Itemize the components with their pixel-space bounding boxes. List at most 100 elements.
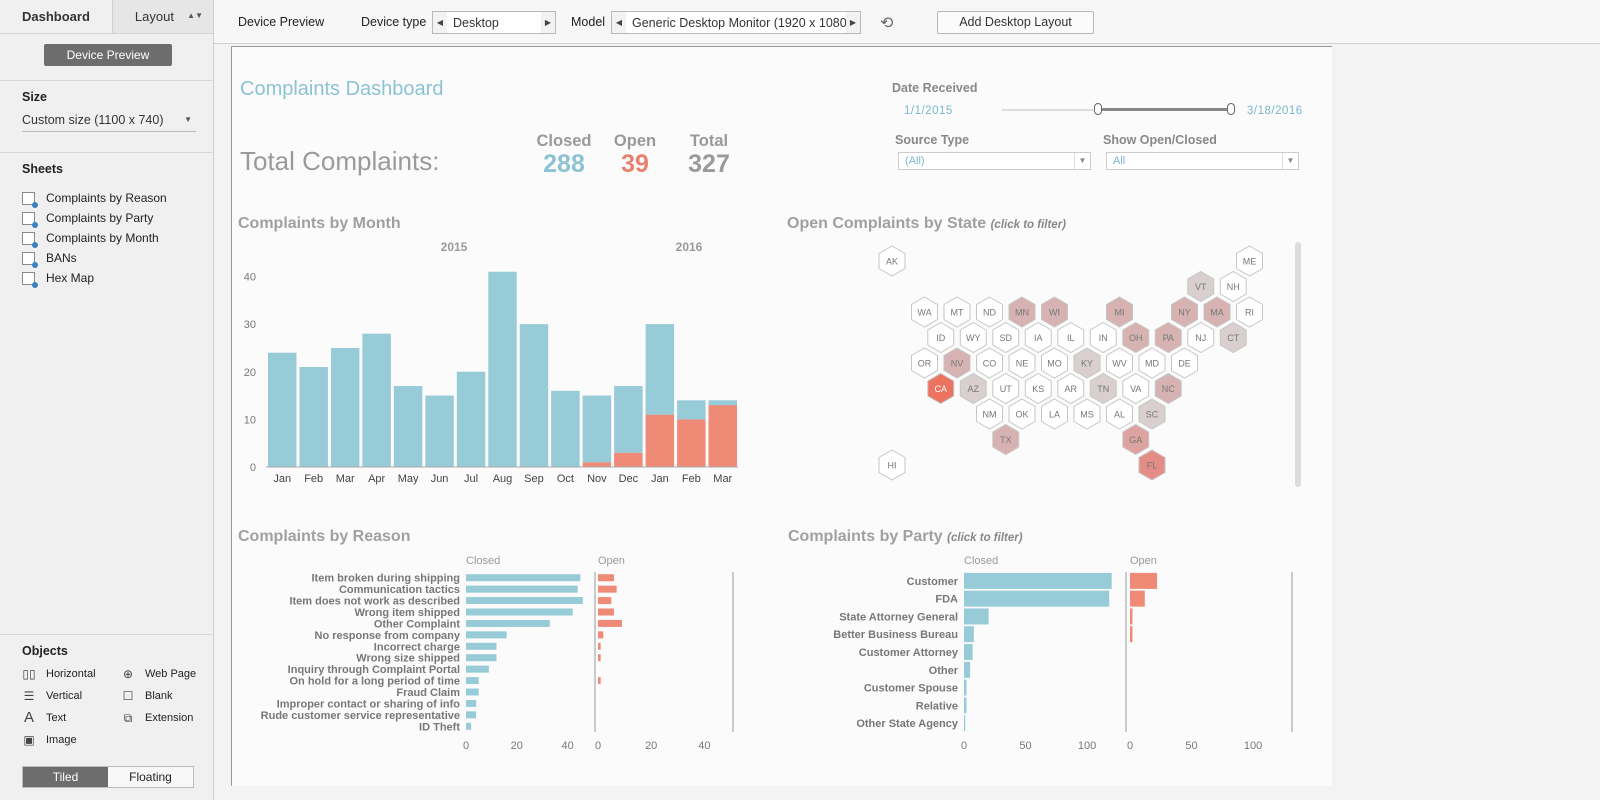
object-image[interactable]: ▣ Image bbox=[22, 734, 77, 746]
object-label: Text bbox=[46, 712, 67, 724]
category-label: Customer Spouse bbox=[864, 683, 958, 695]
date-slider-end-handle[interactable] bbox=[1227, 103, 1235, 115]
sheet-item-complaints-by-reason[interactable]: Complaints by Reason bbox=[22, 189, 167, 208]
bar-open bbox=[677, 419, 706, 467]
sheet-label: Hex Map bbox=[46, 271, 95, 285]
reason-chart-title: Complaints by Reason bbox=[238, 528, 411, 545]
object-text[interactable]: A Text bbox=[22, 709, 67, 726]
state-hex-ok bbox=[1008, 398, 1036, 430]
objects-title: Objects bbox=[22, 644, 68, 658]
bar-closed bbox=[362, 333, 391, 467]
state-label: AL bbox=[1114, 410, 1125, 420]
bar-closed bbox=[964, 590, 1110, 607]
category-label: Wrong item shipped bbox=[354, 607, 460, 619]
model-spinner[interactable]: ◀ Generic Desktop Monitor (1920 x 1080 ▶ bbox=[611, 11, 861, 34]
month-chart-title: Complaints by Month bbox=[238, 215, 401, 232]
bar-closed bbox=[456, 371, 486, 467]
x-tick-label: 20 bbox=[511, 740, 523, 752]
object-vertical[interactable]: ☰ Vertical bbox=[22, 690, 82, 702]
date-slider-start-handle[interactable] bbox=[1094, 103, 1102, 115]
arrow-left-icon[interactable]: ◀ bbox=[433, 12, 447, 33]
tiled-button[interactable]: Tiled bbox=[23, 767, 108, 787]
state-hex-il bbox=[1057, 321, 1085, 354]
sheet-item-bans[interactable]: BANs bbox=[22, 249, 77, 268]
object-web-page[interactable]: ⊕ Web Page bbox=[121, 668, 196, 680]
state-label: LA bbox=[1049, 410, 1060, 420]
object-label: Image bbox=[46, 734, 77, 746]
state-label: WV bbox=[1112, 359, 1127, 369]
party-chart-title: Complaints by Party (click to filter) bbox=[788, 528, 1023, 546]
sheet-label: Complaints by Reason bbox=[46, 191, 167, 205]
hexmap-title: Open Complaints by State (click to filte… bbox=[787, 215, 1066, 233]
sheets-title: Sheets bbox=[22, 162, 63, 176]
year-label: 2016 bbox=[676, 240, 703, 254]
complaints-by-party-chart: Closed Open Customer FDA State Attorney Gene… bbox=[833, 555, 1293, 752]
arrow-right-icon[interactable]: ▶ bbox=[846, 12, 860, 33]
bar-closed bbox=[964, 608, 989, 625]
object-blank[interactable]: ☐ Blank bbox=[121, 690, 173, 702]
hexmap-scrollbar[interactable] bbox=[1295, 242, 1301, 487]
model-label: Model bbox=[571, 15, 606, 29]
object-horizontal[interactable]: ▯▯ Horizontal bbox=[22, 667, 95, 681]
state-label: VT bbox=[1195, 282, 1207, 292]
bar-closed bbox=[964, 697, 967, 714]
device-type-spinner[interactable]: ◀ Desktop ▶ bbox=[432, 11, 556, 34]
x-tick-label: May bbox=[398, 473, 419, 485]
source-type-dropdown[interactable]: (All) ▼ bbox=[898, 152, 1091, 170]
state-hex-mn bbox=[1008, 296, 1036, 328]
state-hex-mo bbox=[1041, 347, 1068, 379]
object-label: Extension bbox=[145, 712, 194, 724]
arrow-left-icon[interactable]: ◀ bbox=[612, 12, 626, 33]
state-hex-ut bbox=[992, 372, 1020, 405]
x-tick-label: Jan bbox=[273, 473, 291, 485]
x-tick-label: 100 bbox=[1078, 740, 1096, 752]
category-label: Relative bbox=[916, 700, 958, 712]
state-hex-nm bbox=[976, 398, 1003, 430]
state-hex-ga bbox=[1122, 423, 1150, 456]
show-open-closed-dropdown[interactable]: All ▼ bbox=[1106, 152, 1299, 170]
object-extension[interactable]: ⧉ Extension bbox=[121, 712, 194, 724]
category-label: Item broken during shipping bbox=[312, 573, 461, 585]
x-tick-label: 100 bbox=[1244, 740, 1262, 752]
sheet-item-complaints-by-party[interactable]: Complaints by Party bbox=[22, 209, 153, 228]
state-hex-md bbox=[1138, 347, 1166, 379]
floating-button[interactable]: Floating bbox=[108, 767, 193, 787]
horizontal-container-icon: ▯▯ bbox=[22, 667, 36, 681]
state-label: CT bbox=[1227, 333, 1239, 343]
bar-open bbox=[1130, 608, 1133, 625]
tab-dashboard[interactable]: Dashboard bbox=[0, 0, 112, 33]
state-label: VA bbox=[1130, 384, 1141, 394]
bar-open bbox=[645, 414, 675, 467]
x-tick-label: Apr bbox=[368, 473, 385, 485]
state-label: CO bbox=[983, 359, 997, 369]
device-preview-button[interactable]: Device Preview bbox=[44, 44, 172, 66]
rotate-device-icon[interactable]: ⟲ bbox=[880, 15, 894, 32]
state-label: GA bbox=[1129, 435, 1142, 445]
state-label: NY bbox=[1178, 308, 1191, 318]
text-icon: A bbox=[23, 709, 34, 726]
x-tick-label: Sep bbox=[524, 473, 544, 485]
sheet-item-complaints-by-month[interactable]: Complaints by Month bbox=[22, 229, 159, 248]
add-desktop-layout-button[interactable]: Add Desktop Layout bbox=[937, 11, 1094, 34]
size-select[interactable]: Custom size (1100 x 740) ▼ bbox=[22, 110, 196, 132]
show-open-closed-label: Show Open/Closed bbox=[1103, 133, 1217, 147]
x-tick-label: 0 bbox=[595, 740, 601, 752]
sheet-item-hex-map[interactable]: Hex Map bbox=[22, 269, 95, 288]
state-label: NM bbox=[983, 410, 997, 420]
state-label: MT bbox=[951, 308, 964, 318]
bar-open bbox=[598, 585, 617, 593]
category-label: Other bbox=[929, 665, 959, 677]
tab-layout[interactable]: Layout ▲▼ bbox=[111, 0, 213, 33]
bar-closed bbox=[466, 597, 583, 605]
state-label: TX bbox=[1000, 435, 1012, 445]
state-label: KS bbox=[1032, 384, 1044, 394]
state-hex-ak bbox=[878, 245, 906, 277]
category-label: State Attorney General bbox=[839, 611, 958, 623]
state-hex-vt bbox=[1187, 270, 1215, 303]
state-hex-ia bbox=[1024, 321, 1052, 354]
x-tick-label: 0 bbox=[1127, 740, 1133, 752]
state-hex-ca bbox=[927, 372, 955, 405]
arrow-right-icon[interactable]: ▶ bbox=[541, 12, 555, 33]
state-label: NH bbox=[1227, 282, 1240, 292]
category-label: Item does not work as described bbox=[289, 596, 460, 608]
